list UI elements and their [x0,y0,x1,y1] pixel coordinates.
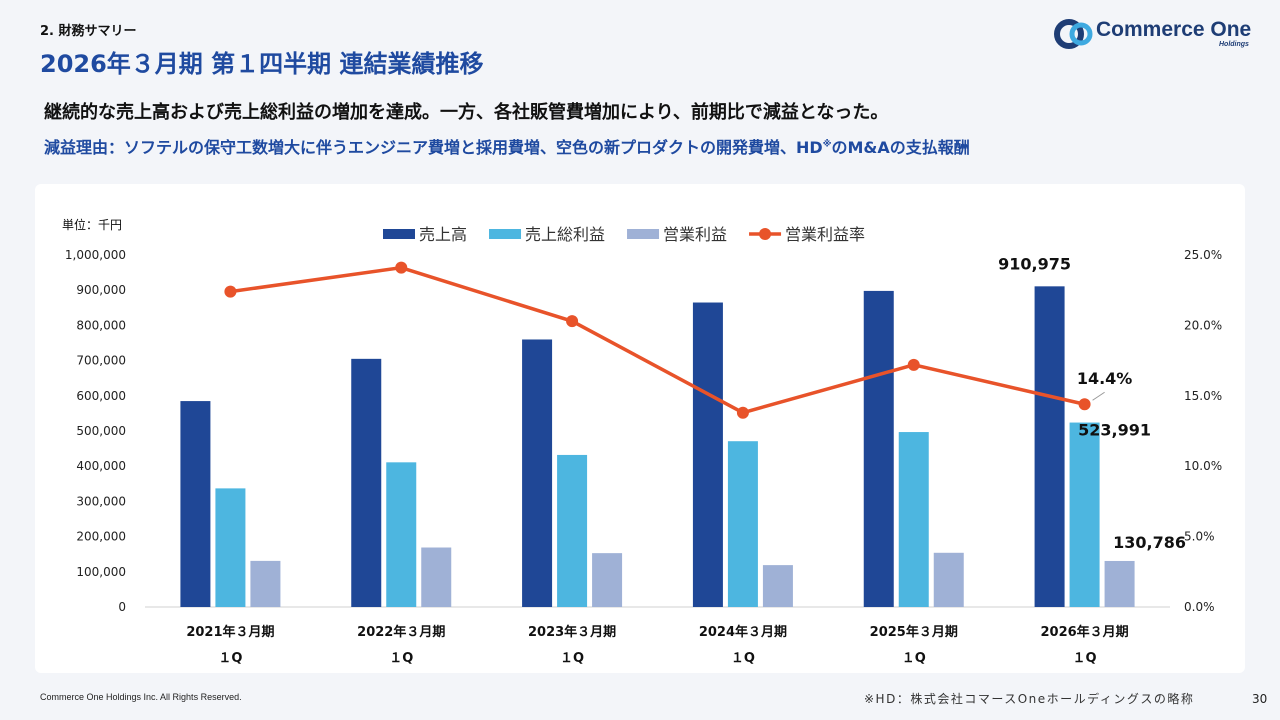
y-left-tick: 900,000 [76,283,126,297]
legend-swatch [627,229,660,239]
line-point [566,315,579,328]
legend-label: 営業利益 [663,225,727,244]
bar [1104,560,1135,607]
y-left-tick: 400,000 [76,459,126,473]
y-left-tick: 0 [118,600,126,614]
summary-reason: 減益理由：ソフテルの保守工数増大に伴うエンジニア費増と採用費増、空色の新プロダク… [44,134,970,158]
page-title: 2026年３月期 第１四半期 連結業績推移 [40,50,484,78]
y-left-tick: 700,000 [76,354,126,368]
x-tick-label: 2025年３月期 [870,624,958,640]
x-tick-label: 2022年３月期 [357,624,445,640]
legend-label: 売上高 [419,225,467,244]
x-tick-sublabel: １Q [1073,651,1097,666]
line-point [1078,398,1091,411]
page-number: 30 [1252,692,1268,706]
bar [421,547,452,607]
bar [692,302,723,607]
line-point [736,406,749,419]
bar [933,552,964,607]
summary-reason-text: 減益理由：ソフテルの保守工数増大に伴うエンジニア費増と採用費増、空色の新プロダク… [44,138,823,157]
x-tick-label: 2024年３月期 [699,624,787,640]
chart-legend: 売上高 売上総利益 営業利益 営業利益率 [383,225,865,244]
data-label-leader [1092,391,1105,401]
y-left-tick: 500,000 [76,424,126,438]
legend-swatch [383,229,415,239]
legend-label: 営業利益率 [785,225,865,244]
chart-line [224,261,1091,419]
y-right-tick: 10.0% [1184,459,1222,473]
bar [863,290,894,607]
bar [522,339,553,607]
logo-subtext: Holdings [1219,41,1249,48]
bar [557,454,588,607]
x-tick-sublabel: １Q [902,651,926,666]
x-tick-sublabel: １Q [389,651,413,666]
legend-swatch [489,229,522,239]
y-left-tick: 800,000 [76,318,126,332]
company-logo: Commerce One Holdings [1054,14,1254,58]
y-left-tick: 1,000,000 [65,248,126,262]
y-left-tick: 600,000 [76,389,126,403]
y-right-tick: 5.0% [1184,530,1215,544]
data-label: 130,786 [1113,533,1186,552]
bar [592,553,623,607]
bar [250,560,281,607]
summary-reason-tail: のM&Aの支払報酬 [831,138,970,157]
y-right-tick: 25.0% [1184,248,1222,262]
chart-data-labels: 910,975 523,991 130,786 14.4% [998,254,1186,552]
y-right-tick: 20.0% [1184,318,1222,332]
logo-mark-icon [1054,19,1093,49]
y-right-tick: 0.0% [1184,600,1215,614]
y-left-tick: 100,000 [76,565,126,579]
line-point [224,285,237,298]
bar [215,488,246,607]
bar [386,462,417,607]
data-label: 523,991 [1078,421,1151,440]
data-label: 910,975 [998,254,1071,273]
chart-bars [180,286,1135,607]
y-left-tick: 200,000 [76,530,126,544]
bar [762,565,793,607]
x-tick-label: 2026年３月期 [1040,624,1128,640]
legend-marker [759,228,772,240]
bar [898,432,929,607]
data-label: 14.4% [1077,369,1133,388]
bar [1034,286,1065,607]
footnote-mark: ※ [822,139,832,150]
section-label: 2. 財務サマリー [40,24,137,39]
bar [727,441,758,607]
copyright: Commerce One Holdings Inc. All Rights Re… [40,692,242,702]
x-tick-sublabel: １Q [560,651,584,666]
bar [351,358,382,607]
legend-label: 売上総利益 [525,225,605,244]
logo-text: Commerce One [1096,18,1252,41]
x-tick-sublabel: １Q [218,651,242,666]
x-tick-label: 2023年３月期 [528,624,616,640]
line-point [907,358,920,371]
bar [1069,422,1100,607]
x-tick-label: 2021年３月期 [186,624,274,640]
chart-axes: 0 100,000 200,000 300,000 400,000 500,000 600,… [65,248,1222,666]
y-right-tick: 15.0% [1184,389,1222,403]
y-left-tick: 300,000 [76,494,126,508]
footnote: ※HD：株式会社コマースOneホールディングスの略称 [864,692,1195,706]
unit-label: 単位：千円 [62,218,123,232]
series-line [230,265,1085,415]
bar [180,401,211,607]
line-point [395,261,408,274]
x-tick-sublabel: １Q [731,651,755,666]
summary-headline: 継続的な売上高および売上総利益の増加を達成。一方、各社販管費増加により、前期比で… [44,102,889,123]
